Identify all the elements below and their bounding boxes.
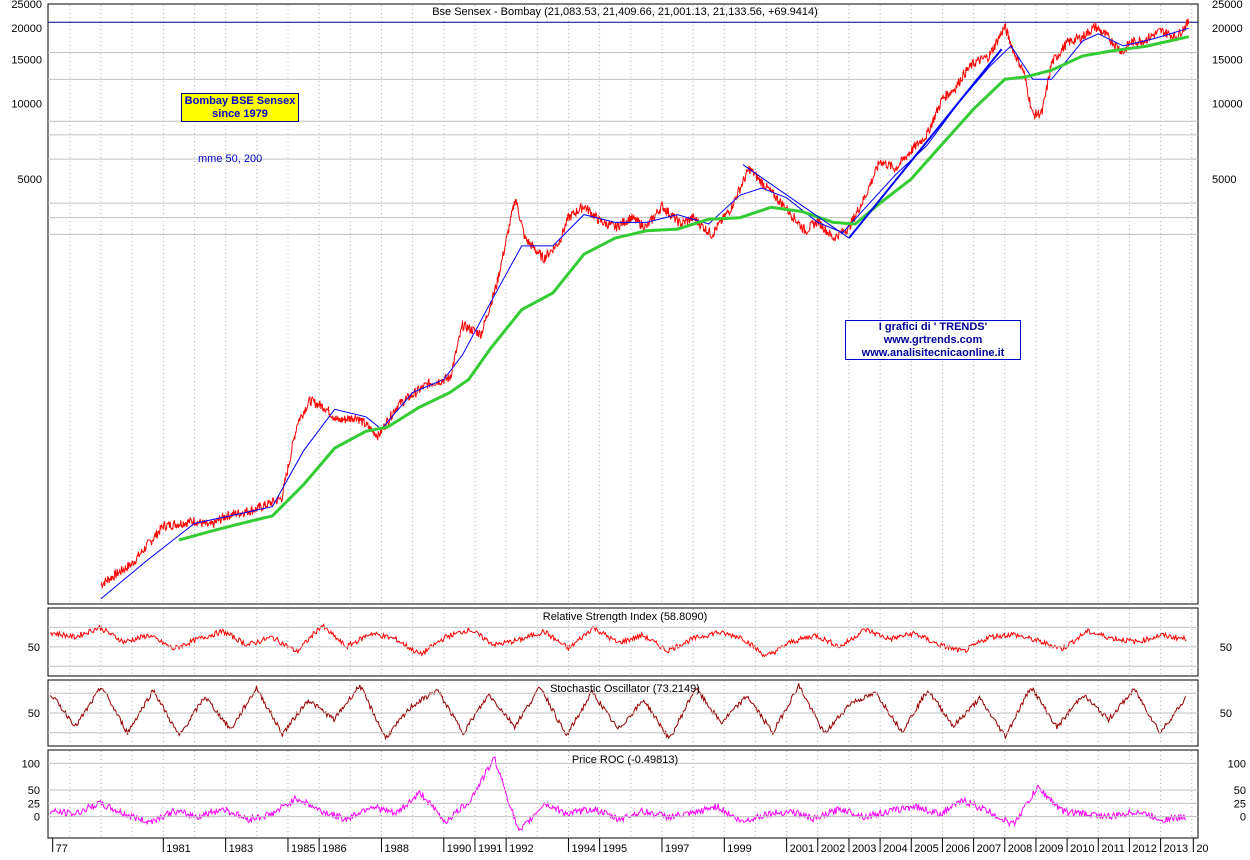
y-tick-label-left: 5000 — [18, 174, 42, 186]
chart-title: Bse Sensex - Bombay (21,083.53, 21,409.6… — [432, 6, 818, 18]
x-tick-label: 2011 — [1101, 843, 1125, 855]
ema200-series — [178, 35, 1190, 542]
rsi-title: Relative Strength Index (58.8090) — [543, 611, 708, 623]
y-tick-label-left: 20000 — [11, 23, 42, 35]
x-tick-label: 1991 — [478, 843, 502, 855]
rsi-y-tick-left: 50 — [28, 642, 40, 654]
x-tick-label: 1988 — [384, 843, 408, 855]
x-tick-label: 2010 — [1070, 843, 1094, 855]
sensex-info-box: Bombay BSE Sensex since 1979 — [181, 93, 299, 122]
trends-line3: www.analisitecnicaonline.it — [861, 347, 1005, 359]
y-tick-label-right: 5000 — [1212, 174, 1236, 186]
x-tick-label: 2009 — [1039, 843, 1063, 855]
x-tick-label: 1981 — [166, 843, 190, 855]
x-tick-label: 1992 — [509, 843, 533, 855]
trends-line1: I grafici di ' TRENDS' — [878, 321, 988, 333]
x-tick-label: 1995 — [603, 843, 627, 855]
roc-y-tick-right: 25 — [1234, 798, 1246, 810]
roc-y-tick-left: 100 — [22, 758, 40, 770]
x-tick-label: 1999 — [727, 843, 751, 855]
rsi-y-tick-right: 50 — [1220, 642, 1232, 654]
roc-y-tick-right: 100 — [1228, 758, 1246, 770]
roc-y-tick-right: 50 — [1234, 785, 1246, 797]
ema50-series — [100, 27, 1189, 600]
stochastic-y-tick-left: 50 — [28, 708, 40, 720]
stochastic-series — [49, 683, 1187, 741]
x-tick-label: 2004 — [883, 843, 907, 855]
x-tick-label: 77 — [56, 843, 68, 855]
stochastic-title: Stochastic Oscillator (73.2149) — [550, 683, 700, 695]
x-tick-label: 1990 — [447, 843, 471, 855]
x-tick-label: 2005 — [914, 843, 938, 855]
trendline — [742, 164, 850, 239]
y-tick-label-left: 25000 — [11, 0, 42, 11]
roc-y-tick-left: 0 — [34, 812, 40, 824]
x-tick-label: 1983 — [229, 843, 253, 855]
stochastic-y-tick-right: 50 — [1220, 708, 1232, 720]
roc-title: Price ROC (-0.49813) — [572, 754, 678, 766]
y-tick-label-left: 15000 — [11, 55, 42, 67]
y-tick-label-right: 10000 — [1212, 99, 1243, 111]
x-tick-label: 1986 — [322, 843, 346, 855]
x-tick-label: 2012 — [1132, 843, 1156, 855]
x-tick-label: 2003 — [852, 843, 876, 855]
rsi-series — [49, 623, 1187, 658]
x-tick-label: 2006 — [945, 843, 969, 855]
y-tick-label-left: 10000 — [11, 99, 42, 111]
y-tick-label-right: 15000 — [1212, 55, 1243, 67]
x-tick-label: 1994 — [571, 843, 595, 855]
x-tick-label: 1997 — [665, 843, 689, 855]
y-tick-label-right: 25000 — [1212, 0, 1243, 11]
sensex-info-line2: since 1979 — [212, 108, 268, 120]
roc-y-tick-left: 50 — [28, 785, 40, 797]
x-tick-label: 2002 — [821, 843, 845, 855]
price-series — [100, 18, 1190, 590]
roc-y-tick-left: 25 — [28, 798, 40, 810]
trends-info-box: I grafici di ' TRENDS' www.grtrends.com … — [845, 320, 1021, 360]
x-tick-label: 20 — [1196, 843, 1208, 855]
x-tick-label: 2008 — [1008, 843, 1032, 855]
panel-frame-3 — [47, 749, 1199, 839]
moving-average-label: mme 50, 200 — [198, 153, 263, 165]
trendline — [848, 48, 1003, 239]
x-tick-label: 2013 — [1164, 843, 1188, 855]
y-tick-label-right: 20000 — [1212, 23, 1243, 35]
x-tick-label: 2007 — [977, 843, 1001, 855]
sensex-info-line1: Bombay BSE Sensex — [184, 95, 296, 107]
x-tick-label: 1985 — [291, 843, 315, 855]
trends-line2: www.grtrends.com — [883, 334, 983, 346]
roc-y-tick-right: 0 — [1240, 812, 1246, 824]
x-tick-label: 2001 — [790, 843, 814, 855]
